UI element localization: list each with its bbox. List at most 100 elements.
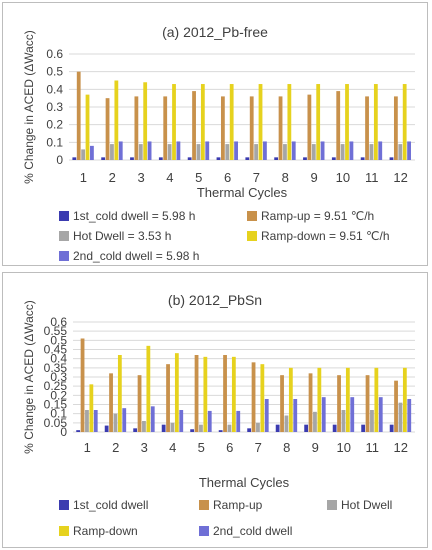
chart-a-bar-hot: [196, 144, 201, 160]
chart-b-bar-ramp-up: [308, 373, 313, 432]
chart-a-xtick-label: 5: [195, 170, 202, 185]
chart-b-bar-ramp-up: [251, 362, 256, 432]
chart-b-xtick-label: 9: [312, 440, 319, 455]
chart-b-ytick-label: 0.05: [44, 416, 68, 430]
chart-a-xtick-label: 10: [336, 170, 350, 185]
chart-b-bar-ramp-up: [137, 375, 142, 432]
chart-b-bar-1st-cold: [332, 424, 337, 432]
chart-b-legend-label: Ramp-up: [213, 498, 263, 512]
chart-a-ytick-label: 0.5: [46, 65, 63, 79]
chart-b-y-axis-label: % Change in ACED (ΔWacc): [22, 300, 36, 454]
chart-b-xtick-label: 2: [112, 440, 119, 455]
chart-b-bar-hot: [142, 421, 146, 432]
chart-b-bar-ramp-up: [223, 355, 227, 432]
chart-a-xtick-label: 11: [365, 170, 379, 185]
chart-a-bar-1st-cold: [274, 157, 279, 160]
chart-a-xtick-label: 12: [393, 170, 407, 185]
chart-b-bar-hot: [113, 413, 118, 432]
chart-b-bar-ramp-down: [317, 367, 322, 432]
chart-a-legend-label: Ramp-up = 9.51 ℃/h: [261, 209, 374, 223]
chart-a-bar-ramp-down: [200, 84, 205, 160]
chart-a-ytick-label: 0: [56, 153, 63, 167]
chart-b-bar-ramp-down: [288, 367, 293, 432]
chart-b-xtick-label: 5: [198, 440, 205, 455]
chart-a-bar-ramp-down: [316, 84, 321, 160]
chart-b-bar-2nd-cold: [407, 399, 412, 432]
chart-b-xtick-label: 7: [255, 440, 262, 455]
chart-a-bar-ramp-down: [373, 84, 378, 160]
chart-a-ytick-label: 0.4: [46, 82, 63, 96]
chart-a-bar-1st-cold: [360, 157, 365, 160]
chart-b-bar-2nd-cold: [93, 410, 98, 432]
chart-b-legend-swatch: [327, 500, 337, 510]
chart-a-legend-label: 2nd_cold dwell = 5.98 h: [73, 249, 199, 263]
chart-b-ytick-label: 0.1: [50, 407, 67, 421]
chart-b-bar-ramp-down: [402, 367, 407, 432]
chart-b-xtick-label: 3: [141, 440, 148, 455]
chart-b-bar-1st-cold: [104, 425, 109, 432]
chart-b-bar-ramp-down: [117, 355, 122, 432]
chart-b-bar-2nd-cold: [122, 408, 127, 432]
chart-b-bar-hot: [199, 424, 203, 432]
chart-b-ytick-label: 0.2: [50, 388, 67, 402]
chart-b-xtick-label: 10: [337, 440, 351, 455]
chart-a-bar-ramp-down: [85, 94, 90, 160]
chart-a-bar-hot: [398, 144, 403, 160]
chart-b-bar-ramp-up: [280, 375, 284, 432]
chart-panel-b: (b) 2012_PbSn 0 0.05 0.1 0.15 0.2 0.25 0.3 0.35 0…: [2, 272, 428, 548]
chart-a-y-axis-label: % Change in ACED (ΔWacc): [22, 30, 36, 184]
chart-b-legend-swatch: [199, 526, 209, 536]
chart-a-bar-1st-cold: [389, 157, 394, 160]
chart-a-bar-2nd-cold: [407, 141, 411, 160]
chart-a-bar-1st-cold: [130, 157, 134, 160]
chart-a-bar-ramp-down: [287, 84, 292, 160]
chart-b-bar-ramp-down: [231, 356, 236, 432]
chart-a-svg: (a) 2012_Pb-free 0 0.1 0.2 0.3 0.4 0.5 0.6 % Cha…: [22, 24, 415, 263]
chart-a-xtick-label: 4: [166, 170, 173, 185]
chart-b-ytick-label: 0.3: [50, 370, 67, 384]
chart-panel-a: (a) 2012_Pb-free 0 0.1 0.2 0.3 0.4 0.5 0.6 % Cha…: [2, 2, 428, 266]
chart-b-bar-hot: [170, 422, 175, 432]
chart-a-ytick-label: 0.3: [46, 100, 63, 114]
chart-b-bar-1st-cold: [218, 430, 223, 432]
chart-a-bar-2nd-cold: [234, 141, 238, 160]
chart-b-bar-ramp-up: [166, 364, 170, 432]
chart-b-xtick-label: 8: [283, 440, 290, 455]
chart-b-bar-ramp-down: [146, 345, 151, 432]
chart-b-legend-label: Hot Dwell: [341, 498, 392, 512]
chart-a-bar-2nd-cold: [378, 141, 383, 160]
chart-a-legend-swatch: [247, 211, 257, 221]
chart-a-bar-ramp-up: [336, 91, 341, 160]
chart-b-bar-2nd-cold: [207, 410, 212, 432]
chart-a-title: (a) 2012_Pb-free: [162, 24, 268, 40]
chart-b-bar-hot: [256, 422, 260, 432]
chart-a-bar-hot: [311, 144, 316, 160]
chart-a-bar-2nd-cold: [349, 141, 354, 160]
chart-a-bar-1st-cold: [216, 157, 221, 160]
chart-b-bar-ramp-up: [80, 338, 85, 432]
chart-a-bar-hot: [369, 144, 374, 160]
chart-a-bar-2nd-cold: [263, 141, 267, 160]
chart-b-ytick-label: 0.6: [50, 315, 67, 329]
chart-a-bar-2nd-cold: [118, 141, 123, 160]
chart-a-bar-1st-cold: [303, 157, 307, 160]
chart-b-legend-label: Ramp-down: [73, 524, 138, 538]
chart-b-svg: (b) 2012_PbSn00.050.10.150.20.250.30.350…: [22, 292, 415, 538]
chart-a-xtick-label: 9: [310, 170, 317, 185]
chart-b-bar-2nd-cold: [321, 397, 326, 432]
chart-a-bar-ramp-up: [105, 98, 110, 160]
chart-a-xtick-label: 3: [137, 170, 144, 185]
chart-b-bar-ramp-down: [345, 367, 350, 432]
chart-b-bar-ramp-up: [394, 380, 398, 432]
chart-a-xtick-label: 1: [80, 170, 87, 185]
chart-b-ytick-label: 0: [60, 425, 67, 439]
chart-b-xtick-label: 11: [366, 440, 380, 455]
chart-b-bar-ramp-down: [89, 384, 94, 432]
chart-a-ytick-label: 0.1: [46, 135, 63, 149]
chart-a-xtick-label: 7: [253, 170, 260, 185]
chart-b-title: (b) 2012_PbSn: [168, 292, 262, 308]
chart-a-bar-ramp-down: [143, 82, 148, 160]
chart-a-xtick-label: 6: [224, 170, 231, 185]
chart-b-bar-ramp-up: [365, 375, 370, 432]
chart-b-bar-ramp-down: [260, 364, 265, 432]
